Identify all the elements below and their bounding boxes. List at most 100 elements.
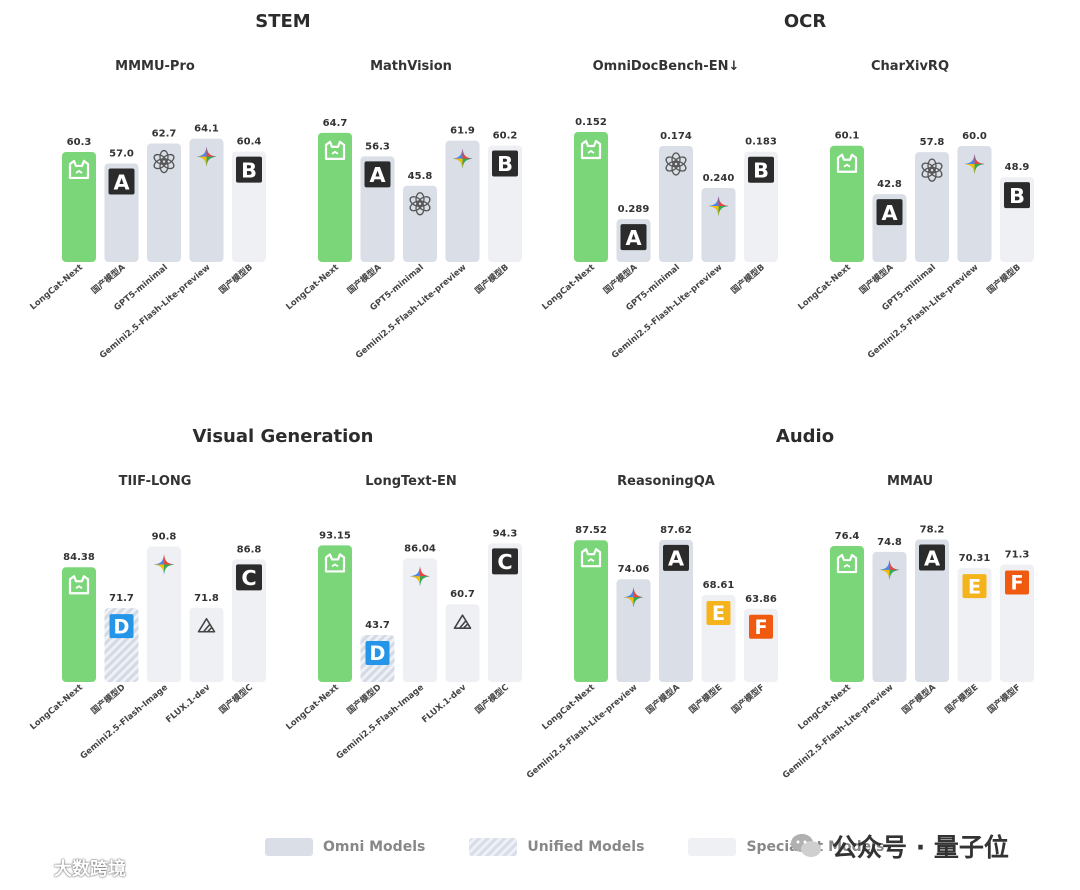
- badge-letter: D: [114, 615, 130, 638]
- tick-label: 国产模型E: [943, 682, 981, 716]
- gemini-icon: [410, 566, 430, 587]
- data-label: 0.174: [660, 131, 692, 142]
- data-label: 45.8: [408, 171, 433, 182]
- bar: [957, 146, 992, 262]
- badge-f-icon: [749, 614, 773, 639]
- tick-label: 国产模型B: [985, 262, 1023, 296]
- tick-label: 国产模型B: [473, 262, 511, 296]
- chart: ReasoningQA87.52LongCat-Next74.06Gemini2…: [525, 474, 778, 781]
- badge-a-icon: [108, 168, 135, 195]
- bar: [318, 545, 352, 682]
- badge-letter: C: [497, 550, 512, 574]
- watermark-logo-icon: [9, 858, 46, 878]
- badge-letter: E: [968, 575, 981, 598]
- tick-label: LongCat-Next: [540, 263, 597, 313]
- legend-label-unified: Unified Models: [527, 839, 645, 855]
- data-label: 64.1: [194, 124, 219, 135]
- openai-icon: [665, 152, 687, 176]
- bar: [445, 140, 480, 262]
- badge-d-icon: [365, 641, 390, 666]
- section-title: Audio: [776, 426, 834, 447]
- badge-d-icon: [109, 614, 134, 639]
- legend-label-omni: Omni Models: [323, 839, 426, 855]
- longcat-icon: [836, 153, 858, 173]
- tick-label: 国产模型A: [644, 682, 682, 717]
- data-label: 74.06: [618, 564, 650, 575]
- bar: [62, 151, 96, 262]
- chart-title: CharXivRQ: [871, 59, 949, 74]
- section-title: OCR: [784, 11, 827, 32]
- data-label: 87.62: [660, 525, 692, 536]
- badge-letter: B: [497, 152, 513, 176]
- bar: [574, 540, 608, 682]
- chart: OmniDocBench-EN↓0.152LongCat-Next0.289A国…: [540, 59, 778, 361]
- tick-label: 国产模型B: [729, 262, 767, 296]
- chart: MMAU76.4LongCat-Next74.8Gemini2.5-Flash-…: [781, 474, 1034, 781]
- tick-label: 国产模型B: [217, 262, 255, 296]
- tick-label: 国产模型A: [601, 262, 639, 297]
- data-label: 60.4: [237, 137, 262, 148]
- bar: [189, 607, 224, 682]
- watermark-left-text: 大数跨境: [54, 859, 126, 880]
- data-label: 60.2: [493, 130, 518, 141]
- longcat-icon: [324, 140, 346, 160]
- data-label: 0.289: [618, 204, 650, 215]
- data-label: 84.38: [63, 552, 95, 563]
- badge-letter: A: [625, 226, 641, 250]
- longcat-icon: [68, 575, 90, 595]
- badge-e-icon: [962, 574, 987, 599]
- chart: CharXivRQ60.1LongCat-Next42.8A国产模型A57.8G…: [796, 59, 1034, 361]
- data-label: 60.0: [962, 131, 987, 142]
- badge-a-icon: [663, 544, 689, 571]
- bar: [701, 188, 736, 262]
- openai-icon: [921, 158, 943, 182]
- badge-letter: C: [241, 566, 256, 590]
- badge-letter: B: [1009, 184, 1025, 208]
- tick-label: 国产模型A: [857, 262, 895, 297]
- data-label: 57.0: [109, 149, 134, 160]
- tick-label: LongCat-Next: [796, 263, 853, 313]
- data-label: 93.15: [319, 530, 351, 541]
- data-label: 76.4: [835, 531, 860, 542]
- data-label: 86.8: [237, 544, 262, 555]
- data-label: 86.04: [404, 543, 436, 554]
- watermark-wechat-text: 公众号 · 量子位: [832, 833, 1009, 862]
- chart: TIIF-LONG 84.38 LongCat-Next 71.7 D 国产模型D 90.8…: [28, 474, 266, 761]
- data-label: 60.1: [835, 131, 860, 142]
- data-label: 42.8: [877, 179, 902, 190]
- flux-icon: [453, 614, 472, 630]
- tick-label: 国产模型E: [687, 682, 725, 716]
- tick-label: LongCat-Next: [284, 263, 341, 313]
- tick-label: 国产模型D: [345, 682, 384, 717]
- bar: [147, 143, 181, 262]
- badge-f-icon: [1005, 570, 1029, 595]
- data-label: 62.7: [152, 129, 177, 140]
- badge-letter: A: [369, 163, 385, 187]
- data-label: 63.86: [745, 594, 777, 605]
- gemini-icon: [154, 554, 174, 575]
- gemini-icon: [196, 146, 217, 167]
- chart-title: MathVision: [370, 59, 452, 74]
- longcat-icon: [68, 159, 90, 180]
- data-label: 61.9: [450, 126, 475, 137]
- badge-letter: D: [370, 642, 386, 665]
- tick-label: 国产模型C: [473, 682, 511, 716]
- bar: [830, 145, 864, 262]
- data-label: 57.8: [920, 137, 945, 148]
- badge-b-icon: [492, 150, 518, 177]
- data-label: 94.3: [493, 528, 518, 539]
- watermark-wechat: 公众号 · 量子位: [790, 828, 1009, 864]
- tick-label: Gemini2.5-Flash-Image: [79, 682, 170, 761]
- bar: [659, 146, 693, 262]
- openai-icon: [153, 149, 175, 174]
- badge-letter: A: [924, 546, 940, 570]
- bar: [659, 539, 693, 682]
- badge-letter: F: [1010, 572, 1023, 595]
- tick-label: 国产模型F: [729, 682, 767, 716]
- data-label: 0.183: [745, 137, 777, 148]
- chart-title: MMAU: [887, 474, 933, 489]
- badge-e-icon: [706, 601, 731, 626]
- data-label: 71.7: [109, 593, 134, 604]
- tick-label: Gemini2.5-Flash-Image: [335, 682, 426, 761]
- bar: [445, 604, 480, 682]
